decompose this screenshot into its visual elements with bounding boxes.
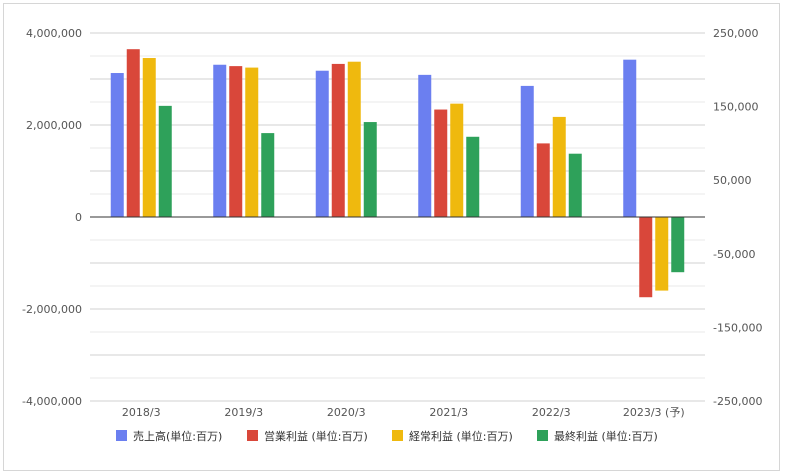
legend-label: 売上高(単位:百万) <box>133 429 222 443</box>
category-label: 2018/3 <box>122 406 161 419</box>
legend-swatch <box>116 430 127 441</box>
bar-1-3 <box>315 70 329 217</box>
bar-2-4 <box>434 109 448 217</box>
left-tick-label: -2,000,000 <box>22 303 82 316</box>
right-tick-label: 50,000 <box>713 174 752 187</box>
category-label: 2019/3 <box>224 406 263 419</box>
legend-label: 最終利益 (単位:百万) <box>554 429 658 443</box>
bar-3-3 <box>347 61 361 218</box>
bar-3-6 <box>655 217 669 291</box>
bar-3-5 <box>552 116 566 217</box>
right-tick-label: -50,000 <box>713 248 755 261</box>
bar-4-2 <box>261 133 275 217</box>
bars <box>110 49 685 298</box>
left-tick-label: 4,000,000 <box>26 27 82 40</box>
bar-1-1 <box>110 73 124 218</box>
category-label: 2022/3 <box>532 406 571 419</box>
bar-4-1 <box>158 105 172 217</box>
bar-4-5 <box>568 153 582 217</box>
bar-1-2 <box>213 64 227 218</box>
category-label: 2023/3 (予) <box>623 406 685 419</box>
bar-1-6 <box>623 59 637 218</box>
legend: 売上高(単位:百万) 営業利益 (単位:百万) 経常利益 (単位:百万) 最終利益 (… <box>116 429 658 443</box>
bar-3-4 <box>450 103 464 217</box>
bar-3-2 <box>245 67 259 217</box>
legend-swatch <box>247 430 258 441</box>
bar-1-5 <box>520 85 534 218</box>
right-tick-label: -250,000 <box>713 395 762 408</box>
bar-4-4 <box>466 136 480 217</box>
legend-swatch <box>392 430 403 441</box>
bar-3-1 <box>142 58 156 217</box>
right-tick-label: -150,000 <box>713 321 762 334</box>
bar-2-1 <box>126 49 140 217</box>
right-tick-label: 150,000 <box>713 101 759 114</box>
legend-swatch <box>537 430 548 441</box>
bar-4-3 <box>363 122 377 217</box>
left-axis-ticks: 4,000,000 2,000,000 0 -2,000,000 -4,000,000 <box>22 27 82 408</box>
left-tick-label: -4,000,000 <box>22 395 82 408</box>
right-tick-label: 250,000 <box>713 27 759 40</box>
left-tick-label: 2,000,000 <box>26 119 82 132</box>
legend-label: 経常利益 (単位:百万) <box>409 429 513 443</box>
right-axis-ticks: 250,000 150,000 50,000 -50,000 -150,000 -250,… <box>713 27 762 408</box>
bar-1-4 <box>418 74 432 217</box>
bar-2-6 <box>639 217 653 298</box>
bar-4-6 <box>671 217 685 273</box>
bar-2-5 <box>536 143 550 217</box>
category-label: 2021/3 <box>429 406 468 419</box>
bar-2-2 <box>229 66 243 218</box>
category-labels: 2018/3 2019/3 2020/3 2021/3 2022/3 2023/3 (予) <box>122 406 685 419</box>
category-label: 2020/3 <box>327 406 366 419</box>
left-tick-label: 0 <box>75 211 82 224</box>
bar-2-3 <box>331 63 345 217</box>
legend-label: 営業利益 (単位:百万) <box>264 429 368 443</box>
